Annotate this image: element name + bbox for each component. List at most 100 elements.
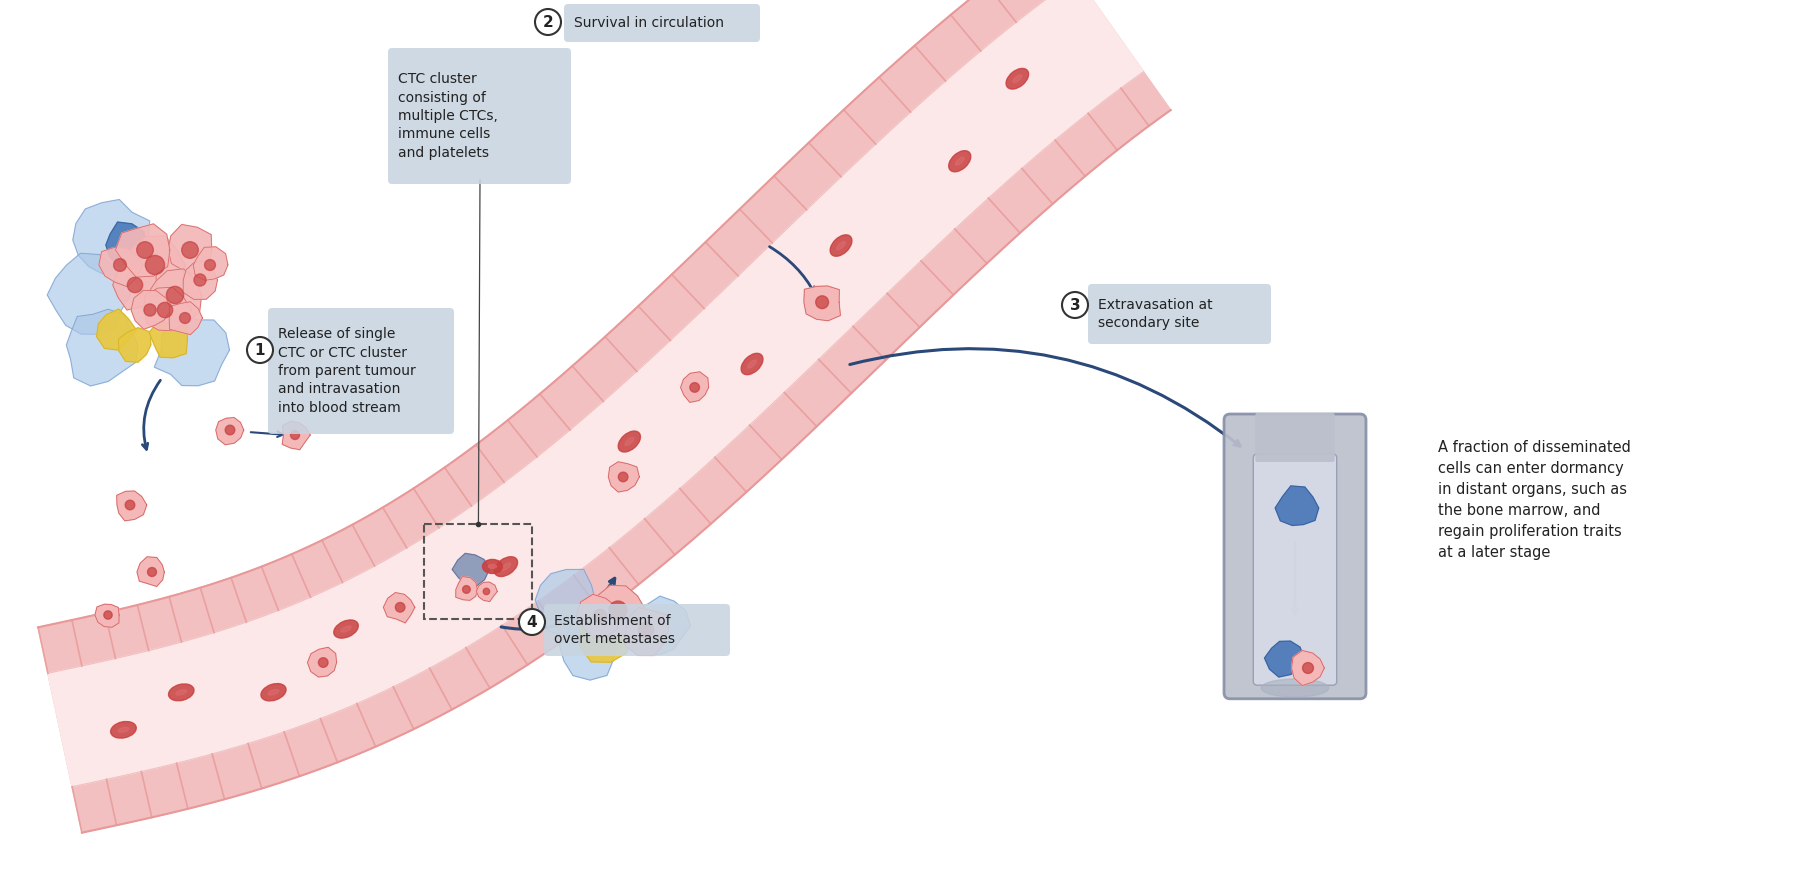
Text: 4: 4 <box>527 614 538 629</box>
Polygon shape <box>168 225 211 276</box>
Ellipse shape <box>956 158 963 165</box>
Ellipse shape <box>334 620 359 638</box>
Polygon shape <box>1275 486 1319 526</box>
Ellipse shape <box>624 438 633 445</box>
Circle shape <box>610 601 628 619</box>
Text: 1: 1 <box>254 342 265 358</box>
FancyBboxPatch shape <box>1254 454 1337 685</box>
Ellipse shape <box>482 559 503 573</box>
Circle shape <box>146 255 164 275</box>
Polygon shape <box>119 328 152 362</box>
FancyBboxPatch shape <box>1223 414 1366 699</box>
Polygon shape <box>1265 641 1304 677</box>
Circle shape <box>105 611 112 620</box>
Circle shape <box>483 588 489 595</box>
FancyBboxPatch shape <box>1256 413 1335 462</box>
Text: 3: 3 <box>1070 298 1081 312</box>
Polygon shape <box>579 612 633 662</box>
Circle shape <box>114 259 126 271</box>
Polygon shape <box>146 269 202 322</box>
Circle shape <box>319 658 328 668</box>
Polygon shape <box>99 248 143 287</box>
Ellipse shape <box>117 727 128 732</box>
Text: Release of single
CTC or CTC cluster
from parent tumour
and intravasation
into b: Release of single CTC or CTC cluster fro… <box>278 327 415 415</box>
FancyBboxPatch shape <box>1088 284 1272 344</box>
Circle shape <box>594 609 606 623</box>
Polygon shape <box>307 648 337 677</box>
Polygon shape <box>624 607 669 655</box>
Polygon shape <box>170 302 202 335</box>
Ellipse shape <box>1012 75 1021 82</box>
Polygon shape <box>150 321 188 358</box>
Polygon shape <box>588 585 646 638</box>
Polygon shape <box>384 592 415 623</box>
Polygon shape <box>137 556 164 586</box>
Polygon shape <box>216 417 244 444</box>
Ellipse shape <box>830 234 851 256</box>
Ellipse shape <box>494 556 518 577</box>
Polygon shape <box>680 372 709 402</box>
Circle shape <box>815 296 828 309</box>
Polygon shape <box>631 596 691 654</box>
Ellipse shape <box>837 242 846 249</box>
Ellipse shape <box>1007 68 1028 89</box>
Polygon shape <box>117 491 146 521</box>
Circle shape <box>182 242 198 258</box>
Polygon shape <box>608 462 639 492</box>
Circle shape <box>290 430 299 439</box>
Circle shape <box>193 274 206 286</box>
Circle shape <box>157 303 173 318</box>
Polygon shape <box>38 0 1171 833</box>
Polygon shape <box>456 577 478 600</box>
Polygon shape <box>132 290 171 329</box>
Polygon shape <box>193 247 227 280</box>
Polygon shape <box>184 261 218 299</box>
Ellipse shape <box>177 690 186 695</box>
Circle shape <box>462 585 471 593</box>
Polygon shape <box>47 253 130 334</box>
Polygon shape <box>281 422 310 450</box>
Circle shape <box>128 277 143 292</box>
FancyBboxPatch shape <box>269 308 455 434</box>
Circle shape <box>536 9 561 35</box>
Ellipse shape <box>168 684 195 701</box>
Polygon shape <box>805 286 841 321</box>
Ellipse shape <box>341 626 352 632</box>
Polygon shape <box>575 594 619 637</box>
Polygon shape <box>97 309 137 350</box>
Circle shape <box>204 260 215 270</box>
Text: Establishment of
overt metastases: Establishment of overt metastases <box>554 613 675 647</box>
Polygon shape <box>115 224 170 277</box>
FancyBboxPatch shape <box>545 604 731 656</box>
Circle shape <box>619 473 628 482</box>
Ellipse shape <box>489 564 496 569</box>
Circle shape <box>180 312 191 324</box>
Circle shape <box>124 500 135 510</box>
Circle shape <box>689 382 700 392</box>
Text: Extravasation at
secondary site: Extravasation at secondary site <box>1099 298 1212 330</box>
Ellipse shape <box>1261 679 1330 697</box>
Polygon shape <box>67 309 137 386</box>
Ellipse shape <box>110 722 137 738</box>
Circle shape <box>1063 292 1088 318</box>
Bar <box>424 524 532 619</box>
Polygon shape <box>49 0 1144 787</box>
Polygon shape <box>96 604 119 627</box>
Ellipse shape <box>502 563 511 570</box>
Polygon shape <box>559 617 617 680</box>
FancyBboxPatch shape <box>388 48 572 184</box>
Text: CTC cluster
consisting of
multiple CTCs,
immune cells
and platelets: CTC cluster consisting of multiple CTCs,… <box>399 73 498 160</box>
Polygon shape <box>106 222 146 267</box>
Circle shape <box>247 337 272 363</box>
Ellipse shape <box>749 360 756 368</box>
Ellipse shape <box>741 354 763 374</box>
Text: A fraction of disseminated
cells can enter dormancy
in distant organs, such as
t: A fraction of disseminated cells can ent… <box>1438 440 1631 560</box>
FancyBboxPatch shape <box>565 4 759 42</box>
Polygon shape <box>72 200 150 276</box>
Polygon shape <box>1292 650 1324 685</box>
Text: 2: 2 <box>543 15 554 30</box>
Circle shape <box>520 609 545 635</box>
Ellipse shape <box>949 150 971 172</box>
Polygon shape <box>112 262 157 310</box>
Circle shape <box>1302 662 1313 674</box>
